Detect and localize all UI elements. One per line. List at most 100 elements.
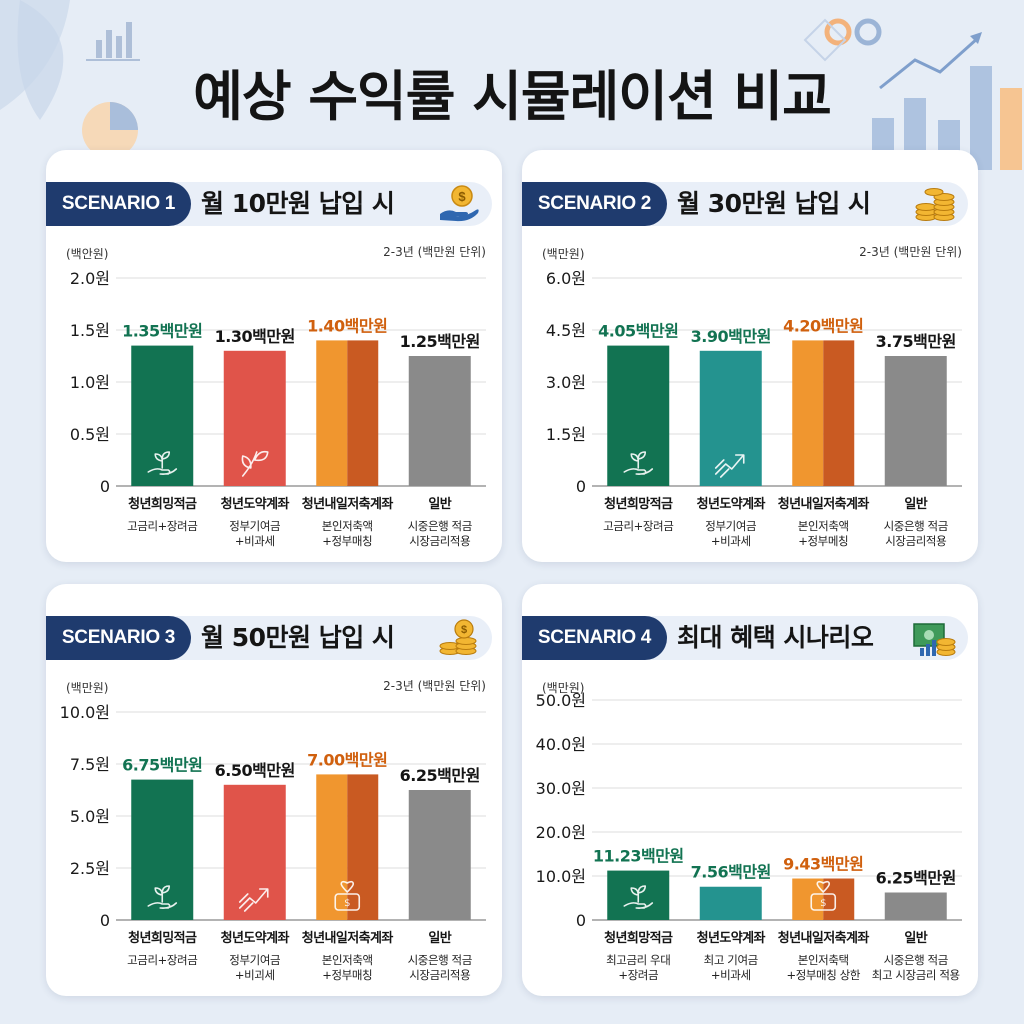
x-tick-sublabel: 정부기여금 xyxy=(229,953,280,967)
x-tick-sublabel: +정부매칭 xyxy=(322,968,372,982)
y-tick-label: 5.0원 xyxy=(70,807,110,826)
x-tick-label: 일반 xyxy=(428,930,451,946)
data-label: 4.05백만원 xyxy=(598,322,678,341)
x-tick-label: 청년내일저축계좌 xyxy=(778,930,870,946)
y-axis-unit: (백만원) xyxy=(542,681,584,695)
bar xyxy=(223,350,286,486)
bar-shade xyxy=(823,878,855,920)
bar-chart: (백안원) 2-3년 (백만원 단위) 0 0.5원 1.0원 1.5원 2.0원 1.35백… xyxy=(66,245,486,548)
data-label: 9.43백만원 xyxy=(783,855,863,874)
y-tick-label: 30.0원 xyxy=(536,779,586,798)
hand-sprout-icon xyxy=(147,451,178,475)
x-tick-sublabel: +비과세 xyxy=(235,534,275,548)
bar xyxy=(884,892,947,920)
y-tick-label: 10.0원 xyxy=(536,867,586,886)
x-tick-sublabel: 본인저축액 xyxy=(798,519,849,533)
data-label: 6.75백만원 xyxy=(122,756,202,775)
data-label: 1.30백만원 xyxy=(215,327,295,346)
page-title: 예상 수익률 시뮬레이션 비교 xyxy=(193,65,832,128)
y-tick-label: 0 xyxy=(100,911,110,930)
bar-shade xyxy=(347,340,379,486)
card-header: SCENARIO 2 월 30만원 납입 시 xyxy=(522,182,968,226)
x-tick-sublabel: 정부기여금 xyxy=(705,519,756,533)
x-tick-label: 일반 xyxy=(428,496,451,512)
bar xyxy=(223,784,286,920)
x-tick-sublabel: 시중은행 적금 xyxy=(408,953,472,967)
x-tick-label: 청년도약계좌 xyxy=(697,496,766,512)
x-tick-label: 청년희밍적금 xyxy=(128,496,197,512)
x-tick-sublabel: +장려금 xyxy=(618,968,658,982)
hand-sprout-icon xyxy=(623,885,654,909)
scenario-card-2: SCENARIO 2 월 30만원 납입 시 (백만원) 2-3년 (백만원 단위… xyxy=(522,150,978,562)
data-label: 1.25백만원 xyxy=(400,332,480,351)
bar xyxy=(699,350,762,486)
x-tick-label: 청년도약계좌 xyxy=(221,930,290,946)
x-tick-sublabel: 시장금리적용 xyxy=(409,968,470,982)
svg-text:$: $ xyxy=(461,624,467,636)
bar xyxy=(792,878,824,920)
y-tick-label: 1.5원 xyxy=(70,321,110,340)
card-title: 월 50만원 납입 시 xyxy=(201,623,395,652)
x-tick-sublabel: 본인저축택 xyxy=(798,953,849,967)
y-tick-label: 0.5원 xyxy=(70,425,110,444)
bar xyxy=(884,356,947,486)
scenario-card-3: SCENARIO 3 월 50만원 납입 시 $ (백만원) 2-3년 (백만원 … xyxy=(46,584,502,996)
x-tick-sublabel: 고금리+장려금 xyxy=(603,519,673,533)
scenario-badge: SCENARIO 2 xyxy=(522,182,667,226)
x-tick-sublabel: 정부기여금 xyxy=(229,519,280,533)
scenario-card-4: SCENARIO 4 최대 혜택 시나리오 (백만원)(예시 : 최고 우대금리… xyxy=(522,584,978,996)
data-label: 7.56백만원 xyxy=(691,863,771,882)
bar xyxy=(792,340,824,486)
x-tick-sublabel: +정부매칭 상한 xyxy=(786,968,860,982)
bar xyxy=(408,356,471,486)
card-header: SCENARIO 1 월 10만원 납입 시 $ xyxy=(46,182,492,226)
y-tick-label: 7.5원 xyxy=(70,755,110,774)
card-title: 월 30만원 납입 시 xyxy=(677,189,871,218)
x-tick-sublabel: 본인저축액 xyxy=(322,953,373,967)
y-axis-unit: (백안원) xyxy=(66,247,108,261)
x-tick-sublabel: +정부메칭 xyxy=(798,534,848,548)
data-label: 3.75백만원 xyxy=(876,332,956,351)
data-label: 4.20백만원 xyxy=(783,316,863,335)
card-header: SCENARIO 4 최대 혜택 시나리오 xyxy=(522,616,968,660)
data-label: 11.23백만원 xyxy=(593,847,684,866)
y-tick-label: 10.0원 xyxy=(60,703,110,722)
bar-shade xyxy=(347,774,379,920)
svg-text:$: $ xyxy=(344,898,350,909)
x-tick-label: 청년희망적금 xyxy=(604,930,673,946)
bar-shade xyxy=(823,340,855,486)
x-tick-label: 일반 xyxy=(904,930,927,946)
y-tick-label: 0 xyxy=(100,477,110,496)
chart-note: 2-3년 (백만원 단위) xyxy=(859,245,962,259)
bar-chart: (백만원) 2-3년 (백만원 단위) 0 2.5원 5.0원 7.5원 10.0원 6.75… xyxy=(60,679,486,982)
trend-arrow-icon xyxy=(714,454,745,478)
y-tick-label: 2.0원 xyxy=(70,269,110,288)
data-label: 6.50백만원 xyxy=(215,761,295,780)
x-tick-label: 청년희망적금 xyxy=(604,496,673,512)
x-tick-sublabel: 본인저축액 xyxy=(322,519,373,533)
x-tick-sublabel: +비과세 xyxy=(711,534,751,548)
y-tick-label: 6.0원 xyxy=(546,269,586,288)
x-tick-sublabel: 시장금리적용 xyxy=(409,534,470,548)
wallet-heart-icon: $ xyxy=(810,880,837,911)
bar-chart: (백만원)(예시 : 최고 우대금리 & 정부 지원금 상한)010.0원20.… xyxy=(536,681,962,982)
money-coin-icon xyxy=(913,623,956,656)
y-tick-label: 0 xyxy=(576,911,586,930)
y-tick-label: 1.5원 xyxy=(546,425,586,444)
coin-stack-icon xyxy=(915,188,955,221)
x-tick-sublabel: 고금리+장려금 xyxy=(127,953,197,967)
y-tick-label: 1.0원 xyxy=(70,373,110,392)
data-label: 6.25백만원 xyxy=(400,766,480,785)
y-tick-label: 40.0원 xyxy=(536,735,586,754)
chart-note: 2-3년 (백만원 단위) xyxy=(383,245,486,259)
